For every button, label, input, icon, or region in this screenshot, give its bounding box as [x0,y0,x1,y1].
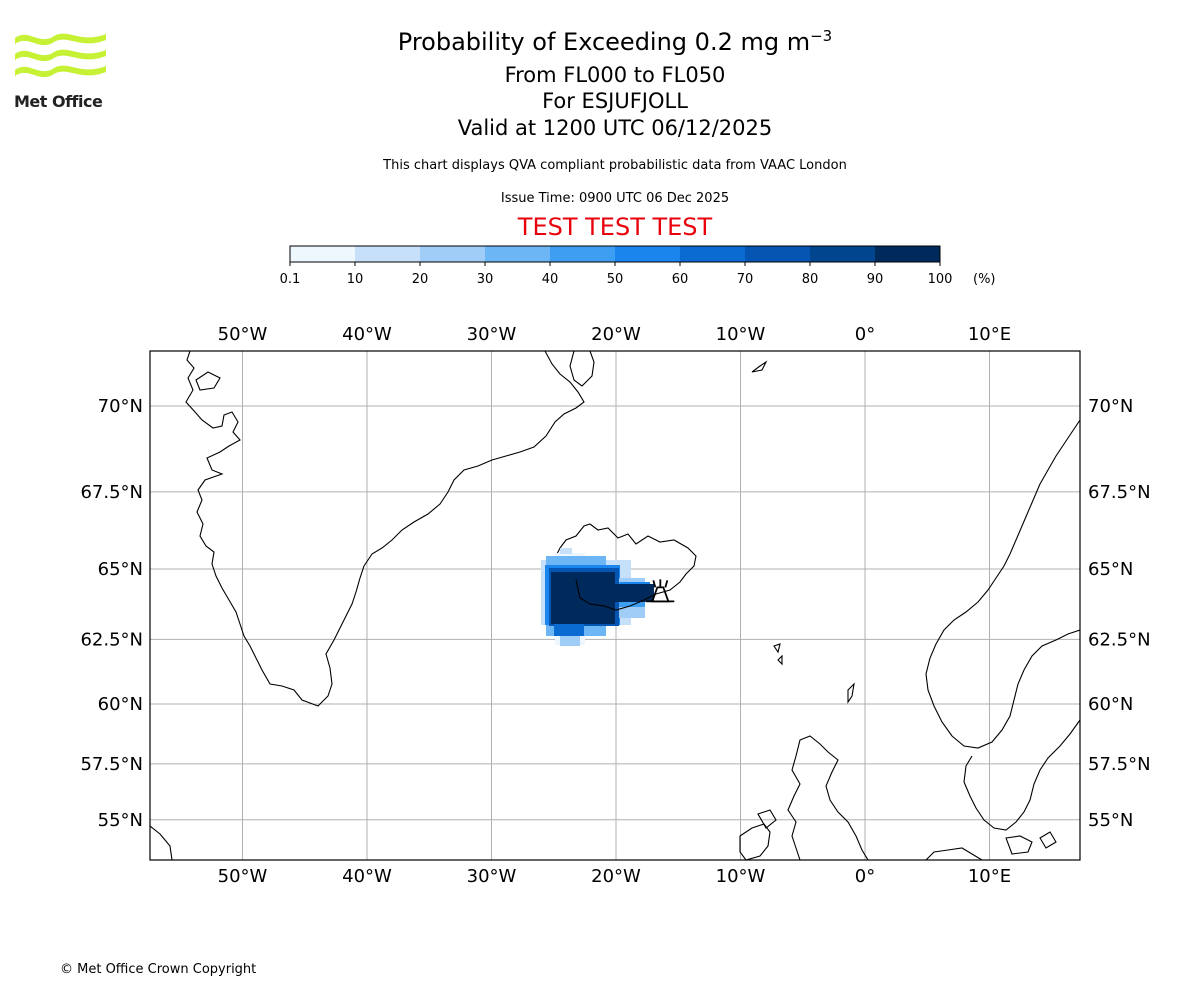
latitude-label-right: 65°N [1088,559,1133,580]
map-frame [149,350,1081,861]
latitude-label-right: 70°N [1088,396,1133,417]
test-banner: TEST TEST TEST [517,213,713,241]
longitude-label-top: 40°W [342,324,392,345]
title-superscript: −3 [810,27,833,45]
ash-probability-cell [560,636,580,646]
colorbar-tick-label: 20 [412,272,429,287]
issue-time: Issue Time: 0900 UTC 06 Dec 2025 [500,191,730,206]
colorbar-cell [355,246,420,262]
colorbar-cell [290,246,355,262]
longitude-label-bottom: 10°E [968,866,1011,887]
greenland-fjord-coastline [569,351,595,387]
ash-probability-cell [560,548,572,554]
colorbar-tick-label: 70 [737,272,754,287]
shetland-coastline [847,682,855,704]
colorbar-cell [420,246,485,262]
colorbar-cell [745,246,810,262]
colorbar-tick-label: 0.1 [280,272,301,287]
met-office-waves-icon [15,33,106,78]
colorbar-tick-label: 100 [928,272,953,287]
ireland-coastline [739,823,771,860]
volcano-cone [651,586,670,603]
colorbar-tick-label: 50 [607,272,624,287]
latitude-label-left: 67.5°N [80,482,143,503]
iceland-south-coastline [575,579,657,611]
latitude-label-left: 65°N [98,559,143,580]
longitude-label-bottom: 10°W [716,866,766,887]
volcano-name-line: For ESJUFJOLL [542,89,688,113]
longitude-label-top: 30°W [467,324,517,345]
latitude-label-right: 62.5°N [1088,629,1151,650]
colorbar-cell [485,246,550,262]
latitude-label-left: 55°N [98,810,143,831]
title-main: Probability of Exceeding 0.2 mg m [397,28,811,56]
great-britain-coastline [787,735,869,860]
longitude-label-bottom: 40°W [342,866,392,887]
chart-title: Probability of Exceeding 0.2 mg m−3 [0,27,1200,56]
denmark-coastline [1005,831,1057,855]
logo-text: Met Office [14,92,103,111]
faroe-islands-coastline [773,643,783,666]
colorbar-cell [615,246,680,262]
colorbar-tick-label: 60 [672,272,689,287]
latitude-label-left: 57.5°N [80,754,143,775]
colorbar-tick-label: 30 [477,272,494,287]
colorbar-tick-label: 90 [867,272,884,287]
longitude-label-bottom: 50°W [218,866,268,887]
longitude-label-top: 20°W [591,324,641,345]
greenland-coastline [185,351,585,707]
sweden-south-coastline [963,719,1080,831]
latitude-label-right: 60°N [1088,694,1133,715]
latitude-label-right: 67.5°N [1088,482,1151,503]
longitude-label-bottom: 20°W [591,866,641,887]
norway-coastline [925,419,1080,749]
ash-probability-cell [632,590,654,598]
subtitle: This chart displays QVA compliant probab… [383,158,847,173]
colorbar-cell [680,246,745,262]
ash-probability-cell [554,624,584,636]
volcano-icon [646,579,675,603]
longitude-label-top: 10°W [716,324,766,345]
latitude-label-left: 60°N [98,694,143,715]
colorbar-cell [810,246,875,262]
valid-time: Valid at 1200 UTC 06/12/2025 [457,116,773,140]
colorbar-cell [550,246,615,262]
longitude-label-bottom: 0° [855,866,875,887]
met-office-logo: Met Office [14,30,109,112]
colorbar-tick-label: 40 [542,272,559,287]
latitude-label-left: 70°N [98,396,143,417]
longitude-label-bottom: 30°W [467,866,517,887]
colorbar-tick-label: 10 [347,272,364,287]
colorbar-cell [875,246,940,262]
longitude-label-top: 50°W [218,324,268,345]
colorbar-unit: (%) [973,272,996,287]
jan-mayen-coastline [751,360,768,373]
latitude-label-left: 62.5°N [80,629,143,650]
flight-levels: From FL000 to FL050 [504,63,726,87]
longitude-label-top: 10°E [968,324,1011,345]
longitude-label-top: 0° [855,324,875,345]
labrador-coastline [150,825,173,860]
colorbar: 0.1 10 20 30 40 50 60 70 80 90 100 (%) [280,245,996,287]
copyright: © Met Office Crown Copyright [60,962,257,977]
greenland-island-coastline [195,371,221,391]
germany-coastline [925,847,983,860]
northern-isles-coastline [757,809,777,829]
colorbar-tick-label: 80 [802,272,819,287]
volcano-plume-lines [652,579,669,588]
latitude-label-right: 57.5°N [1088,754,1151,775]
latitude-label-right: 55°N [1088,810,1133,831]
